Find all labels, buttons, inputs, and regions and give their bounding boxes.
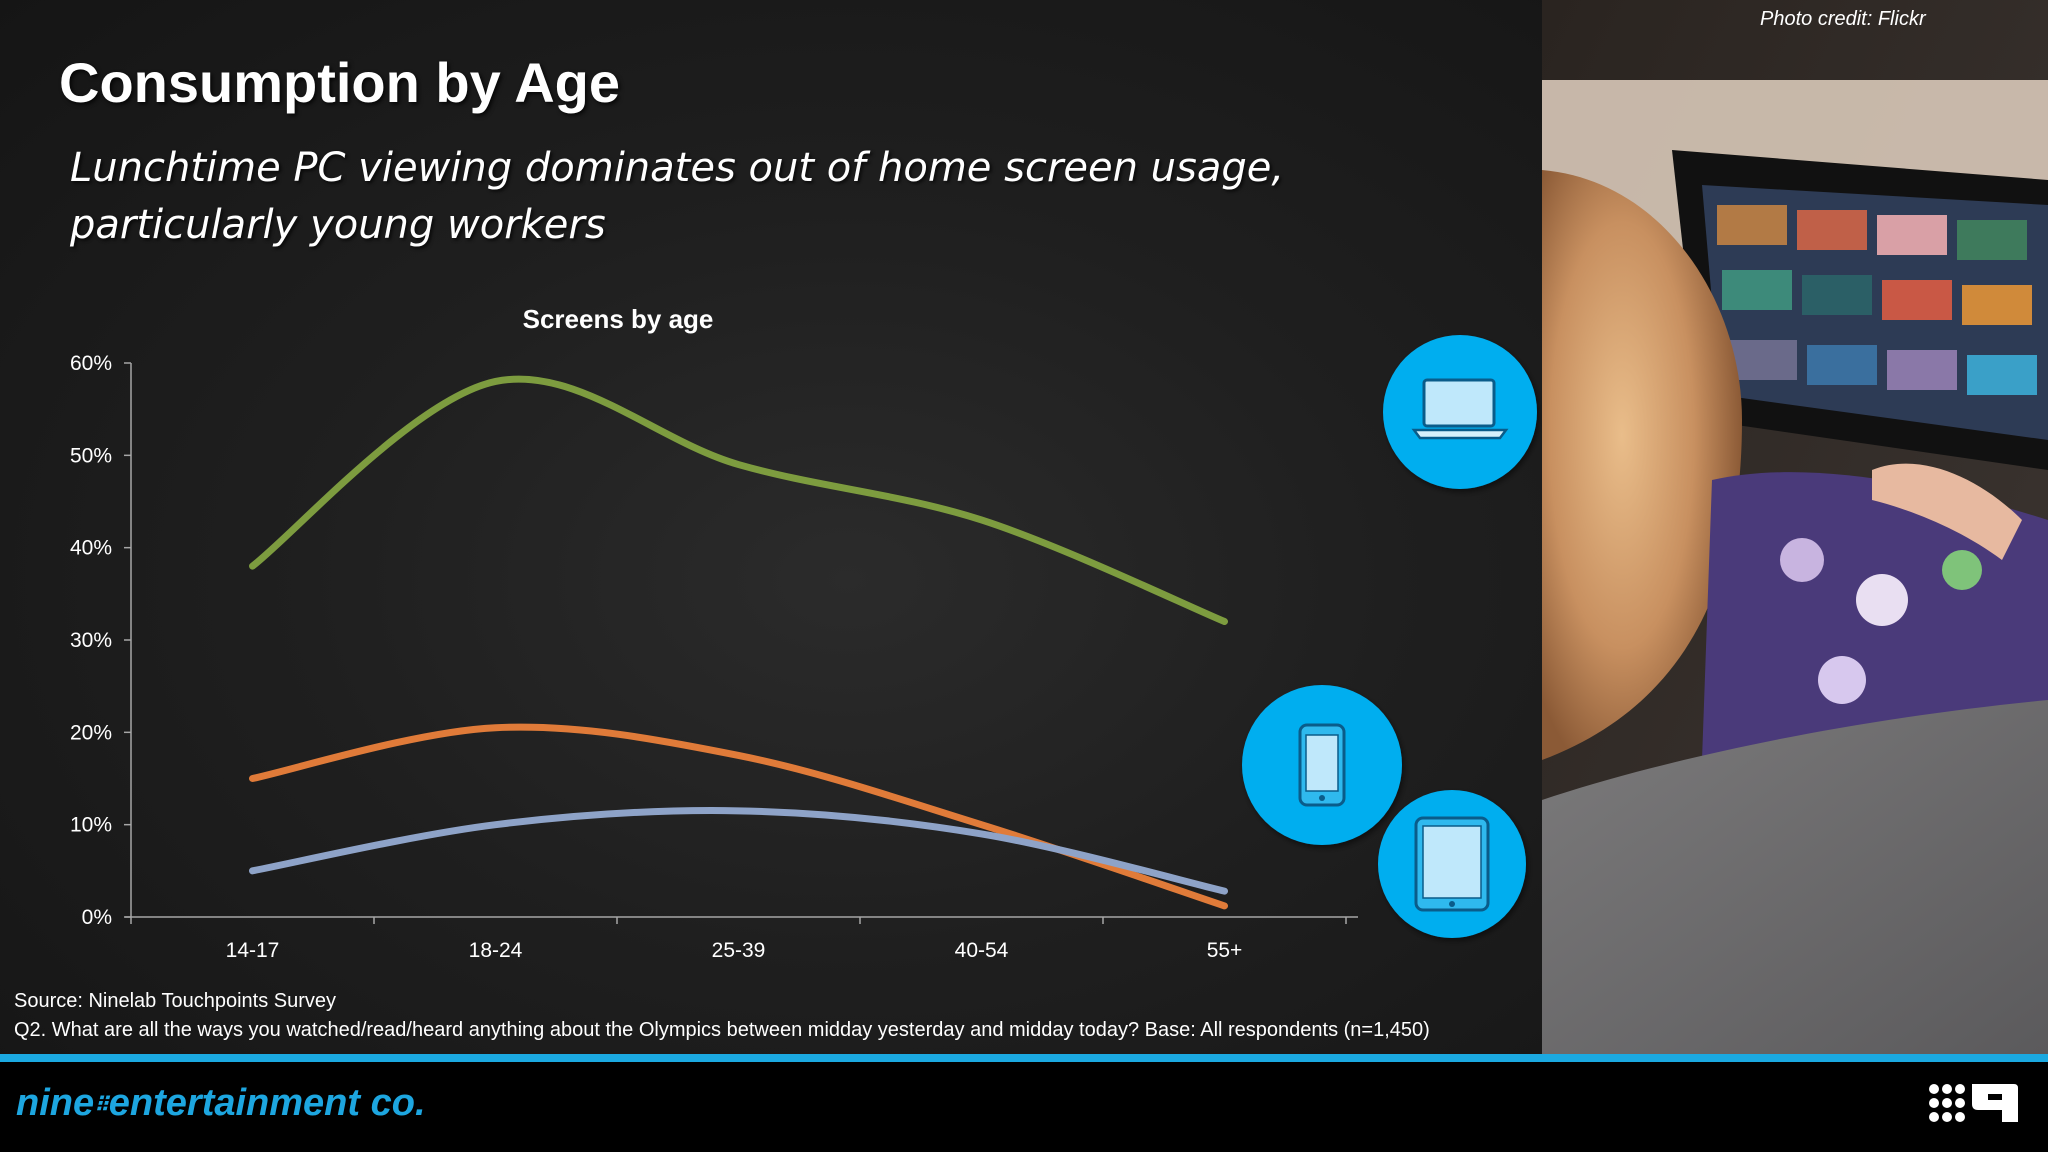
photo-thumb — [1967, 355, 2037, 395]
y-tick-label: 10% — [70, 814, 112, 837]
line-chart: Screens by age 0% 10% 20% 30% 40% 50% 60% 14-1… — [70, 304, 1537, 962]
chart-title: Screens by age — [523, 304, 714, 334]
y-tick-label: 60% — [70, 352, 112, 375]
y-tick-label: 30% — [70, 629, 112, 652]
x-tick-label: 55+ — [1207, 939, 1243, 962]
photo-thumb — [1802, 275, 1872, 315]
x-ticks: 14-17 18-24 25-39 40-54 55+ — [130, 917, 1347, 962]
y-tick-label: 50% — [70, 444, 112, 467]
photo-thumb — [1882, 280, 1952, 320]
logo-prefix: nine — [16, 1082, 95, 1124]
series-line-phone — [249, 723, 1228, 910]
nine-entertainment-logo: nine⠿entertainment co. — [16, 1082, 426, 1125]
y-ticks: 0% 10% 20% 30% 40% 50% 60% — [70, 352, 131, 929]
photo-thumb — [1962, 285, 2032, 325]
laptop-icon-screen — [1422, 378, 1496, 428]
photo-sweater — [1542, 700, 2048, 1054]
series-lines — [249, 375, 1228, 910]
source-text: Source: Ninelab Touchpoints Survey — [14, 990, 337, 1012]
phone-icon-screen — [1305, 734, 1339, 792]
logo-dots: ⠿ — [94, 1094, 109, 1117]
y-tick-label: 0% — [82, 906, 112, 929]
main-panel: Consumption by Age Lunchtime PC viewing … — [0, 0, 1542, 1054]
photo-arm — [1872, 463, 2022, 560]
tablet-icon — [1378, 790, 1526, 938]
tablet-icon-button — [1449, 901, 1455, 907]
photo-thumbnails — [1717, 205, 2037, 395]
photo-thumb — [1797, 210, 1867, 250]
photo-thumb — [1887, 350, 1957, 390]
x-tick-label: 40-54 — [955, 939, 1009, 962]
photo-thumb — [1722, 270, 1792, 310]
photo-thumb — [1957, 220, 2027, 260]
footer-accent-line — [0, 1054, 2048, 1062]
photo-thumb — [1807, 345, 1877, 385]
photo-pattern — [1818, 656, 1866, 704]
y-tick-label: 20% — [70, 721, 112, 744]
photo — [1542, 0, 2048, 1054]
footer-bar — [0, 1062, 2048, 1152]
series-line-laptop — [249, 375, 1228, 626]
x-tick-label: 18-24 — [469, 939, 523, 962]
x-tick-label: 14-17 — [226, 939, 280, 962]
slide-title: Consumption by Age — [59, 51, 621, 114]
laptop-icon — [1383, 335, 1537, 489]
photo-pattern — [1780, 538, 1824, 582]
series-line-tablet — [249, 807, 1228, 895]
photo-pattern — [1856, 574, 1908, 626]
logo-suffix: entertainment co. — [108, 1082, 426, 1124]
photo-thumb — [1877, 215, 1947, 255]
photo-hair — [1542, 170, 1742, 760]
nine-logo-icon — [1929, 1084, 2018, 1122]
laptop-icon-base — [1411, 428, 1509, 440]
photo-thumb — [1727, 340, 1797, 380]
photo-pattern — [1942, 550, 1982, 590]
photo-credit: Photo credit: Flickr — [1760, 8, 1926, 30]
y-tick-label: 40% — [70, 537, 112, 560]
question-text: Q2. What are all the ways you watched/re… — [14, 1019, 1430, 1041]
photo-thumb — [1717, 205, 1787, 245]
phone-icon — [1242, 685, 1402, 845]
source-note: Source: Ninelab Touchpoints Survey Q2. W… — [14, 987, 1430, 1045]
phone-icon-button — [1319, 795, 1325, 801]
x-tick-label: 25-39 — [712, 939, 766, 962]
tablet-icon-screen — [1422, 825, 1482, 899]
slide-subtitle: Lunchtime PC viewing dominates out of ho… — [70, 145, 1285, 248]
